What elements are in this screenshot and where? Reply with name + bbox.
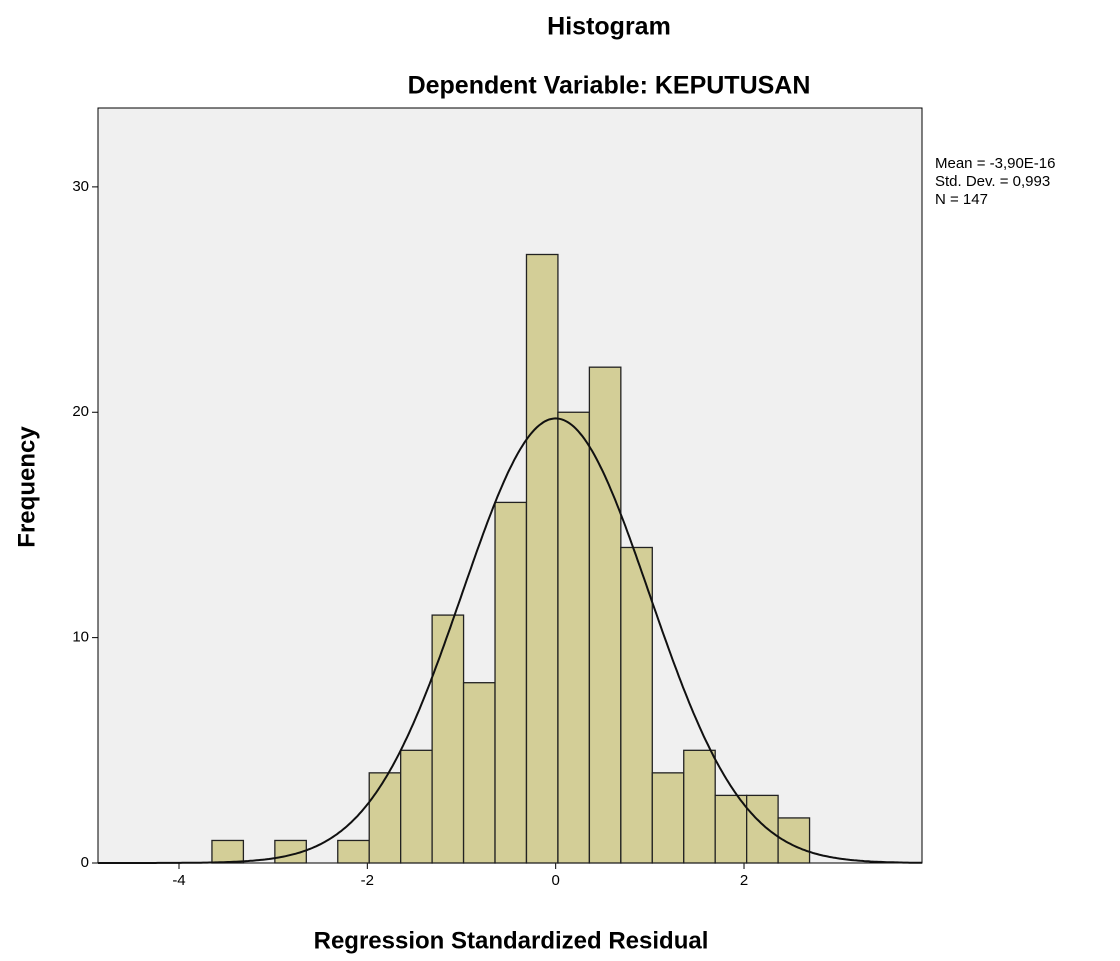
bar xyxy=(746,794,779,864)
y-tick-label: 10 xyxy=(72,629,89,646)
bar xyxy=(368,772,402,864)
bar xyxy=(494,501,528,864)
normal-curve xyxy=(98,417,922,864)
bar xyxy=(620,546,653,864)
bar xyxy=(431,614,465,864)
stat-annotation: N = 147 xyxy=(935,191,988,208)
bar xyxy=(525,253,559,864)
bar xyxy=(400,749,433,864)
bar xyxy=(683,749,716,864)
stat-annotation: Std. Dev. = 0,993 xyxy=(935,173,1050,190)
x-tick-label: 0 xyxy=(552,872,560,889)
x-tick-label: 2 xyxy=(740,872,748,889)
bar xyxy=(651,772,685,864)
bar xyxy=(557,411,591,864)
bar xyxy=(714,794,748,864)
x-tick-label: -4 xyxy=(172,872,185,889)
bar xyxy=(211,839,245,864)
stat-annotation: Mean = -3,90E-16 xyxy=(935,155,1056,172)
bar xyxy=(588,366,622,864)
bar xyxy=(337,839,370,864)
y-axis-label: Frequency xyxy=(13,426,40,548)
bar xyxy=(462,682,496,864)
chart-title: Histogram xyxy=(547,13,671,41)
x-axis-label: Regression Standardized Residual xyxy=(314,927,709,954)
x-tick-label: -2 xyxy=(361,872,374,889)
y-tick-label: 0 xyxy=(81,854,89,871)
chart-subtitle: Dependent Variable: KEPUTUSAN xyxy=(408,72,811,100)
y-tick-label: 20 xyxy=(72,403,89,420)
y-tick-label: 30 xyxy=(72,178,89,195)
